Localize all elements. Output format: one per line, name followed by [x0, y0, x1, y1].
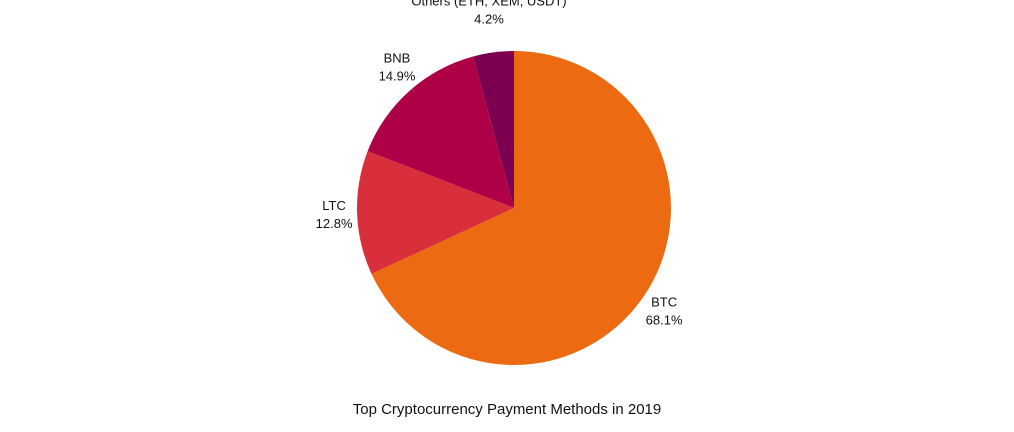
slice-label-ltc: LTC: [322, 198, 346, 213]
pie-slice-bnb: [367, 56, 514, 208]
pie-slice-others-eth-xem-usdt: [473, 51, 514, 208]
slice-value-bnb: 14.9%: [379, 69, 416, 84]
pie-labels: BTC 68.1% LTC 12.8% BNB 14.9% Others (ETH, XEM…: [316, 0, 683, 327]
chart-title: Top Cryptocurrency Payment Methods in 20…: [353, 401, 662, 418]
slice-label-others-eth-xem-usdt: Others (ETH, XEM, USDT): [411, 0, 566, 9]
slice-label-bnb: BNB: [384, 51, 411, 66]
slice-value-ltc: 12.8%: [316, 216, 353, 231]
slice-value-others-eth-xem-usdt: 4.2%: [474, 12, 504, 27]
pie-slice-ltc: [356, 151, 514, 274]
pie-slice-btc: [371, 51, 671, 365]
slice-value-btc: 68.1%: [646, 312, 683, 327]
pie-slices: [356, 51, 671, 365]
slice-label-btc: BTC: [651, 294, 677, 309]
